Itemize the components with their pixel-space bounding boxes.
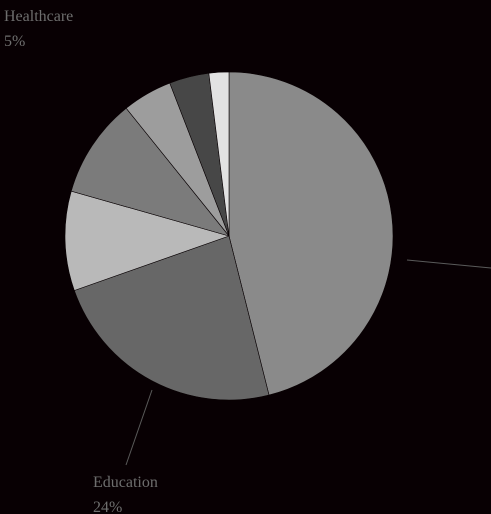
- pie-slice-4: [70, 107, 230, 237]
- pie-slice-1: [228, 71, 394, 396]
- leader-lines: [125, 259, 491, 466]
- label-healthcare-percent: 5%: [4, 33, 25, 50]
- slice-labels: Healthcare 5% Education 24%: [4, 8, 158, 514]
- label-education-percent: 24%: [93, 499, 122, 514]
- label-education-name: Education: [93, 474, 158, 491]
- pie-slice-7: [208, 71, 230, 237]
- pie-slices: [64, 71, 394, 401]
- label-healthcare-name: Healthcare: [4, 8, 73, 25]
- leader-line-first-slice: [406, 259, 491, 269]
- leader-line-education: [125, 389, 153, 466]
- pie-slice-2: [73, 235, 270, 401]
- pie-slice-3: [64, 190, 230, 291]
